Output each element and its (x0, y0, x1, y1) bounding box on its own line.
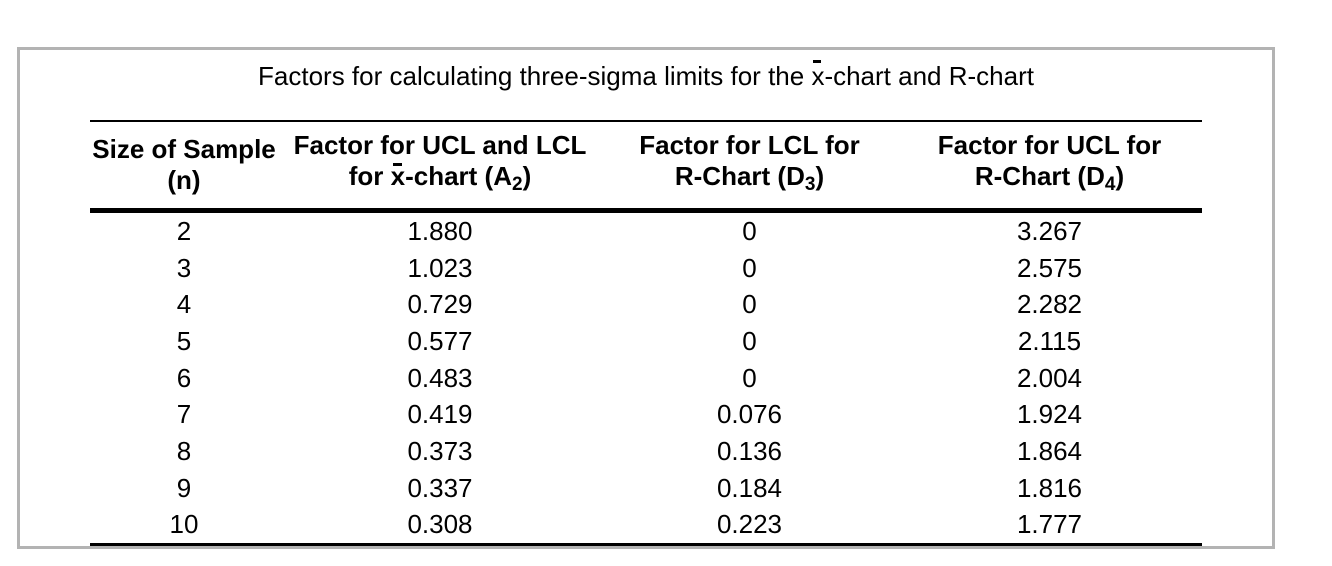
header-d4-line2: R-Chart (D4) (974, 161, 1125, 195)
table-row: 4 0.729 0 2.282 (90, 286, 1202, 323)
table-header: Size of Sample (n) Factor for UCL and LC… (90, 121, 1202, 213)
cell-d4-value: 1.777 (1016, 509, 1083, 540)
cell-sample-size: 10 (169, 509, 199, 540)
x-bar-letter: x (811, 61, 825, 91)
table-row: 6 0.483 0 2.004 (90, 360, 1202, 397)
table-row: 8 0.373 0.136 1.864 (90, 433, 1202, 470)
cell-d3-value: 0 (742, 289, 757, 320)
cell-d4-value: 1.864 (1016, 435, 1083, 466)
cell-a2-value: 0.337 (407, 472, 473, 503)
cell-a2-value: 0.373 (407, 435, 473, 466)
header-d4-factor: Factor for UCL for R-Chart (D4) (897, 121, 1202, 213)
figure-title: Factors for calculating three-sigma limi… (20, 58, 1272, 94)
cell-a2-value: 0.483 (407, 362, 473, 393)
cell-a2-value: 0.577 (407, 325, 473, 356)
control-chart-factors-table: Size of Sample (n) Factor for UCL and LC… (90, 120, 1202, 547)
cell-d3-value: 0.136 (716, 435, 783, 466)
subscript-4: 4 (1104, 174, 1116, 195)
cell-d4-value: 3.267 (1016, 215, 1083, 246)
cell-d3-value: 0 (742, 215, 757, 246)
x-bar-symbol: x (811, 58, 824, 94)
cell-d3-value: 0 (742, 252, 757, 283)
header-a2-line1: Factor for UCL and LCL (293, 130, 587, 160)
cell-d3-value: 0 (742, 362, 757, 393)
cell-d4-value: 2.575 (1016, 252, 1083, 283)
cell-a2-value: 1.023 (407, 252, 473, 283)
header-d3-line1: Factor for LCL for (639, 130, 860, 160)
header-sample-size-line1: Size of Sample (92, 134, 276, 164)
cell-sample-size: 3 (176, 252, 192, 283)
title-text-prefix: Factors for calculating three-sigma limi… (258, 61, 812, 91)
table-row: 7 0.419 0.076 1.924 (90, 396, 1202, 433)
cell-d4-value: 1.816 (1016, 472, 1083, 503)
cell-sample-size: 6 (176, 362, 192, 393)
table-row: 10 0.308 0.223 1.777 (90, 507, 1202, 545)
cell-d4-value: 2.004 (1016, 362, 1083, 393)
cell-a2-value: 0.419 (407, 399, 473, 430)
cell-a2-value: 0.308 (407, 509, 473, 540)
title-text-suffix: -chart and R-chart (824, 61, 1034, 91)
subscript-3: 3 (804, 174, 816, 195)
table-row: 2 1.880 0 3.267 (90, 211, 1202, 250)
subscript-2: 2 (512, 174, 523, 195)
cell-sample-size: 4 (176, 289, 192, 320)
header-row: Size of Sample (n) Factor for UCL and LC… (90, 121, 1202, 213)
header-d3-factor: Factor for LCL for R-Chart (D3) (602, 121, 897, 213)
table-row: 3 1.023 0 2.575 (90, 250, 1202, 287)
figure-frame: Factors for calculating three-sigma limi… (17, 47, 1275, 549)
cell-sample-size: 8 (176, 435, 192, 466)
header-sample-size: Size of Sample (n) (90, 121, 278, 213)
cell-d4-value: 2.282 (1016, 289, 1083, 320)
cell-sample-size: 2 (176, 215, 192, 246)
header-a2-factor: Factor for UCL and LCL for x-chart (A2) (278, 121, 602, 213)
cell-sample-size: 9 (176, 472, 192, 503)
table-row: 9 0.337 0.184 1.816 (90, 470, 1202, 507)
cell-sample-size: 7 (176, 399, 192, 430)
header-sample-size-line2: (n) (167, 165, 201, 195)
table-body: 2 1.880 0 3.267 3 1.023 0 2.575 4 0.729 … (90, 211, 1202, 545)
header-d3-line2: R-Chart (D3) (674, 161, 825, 195)
cell-d3-value: 0.223 (716, 509, 783, 540)
cell-d3-value: 0.184 (716, 472, 783, 503)
cell-d3-value: 0.076 (716, 399, 783, 430)
cell-d3-value: 0 (742, 325, 757, 356)
cell-d4-value: 2.115 (1017, 325, 1082, 356)
cell-sample-size: 5 (176, 325, 192, 356)
cell-a2-value: 0.729 (407, 289, 473, 320)
x-bar-symbol: x (390, 161, 406, 191)
table-row: 5 0.577 0 2.115 (90, 323, 1202, 360)
header-a2-line2: for x-chart (A2) (348, 161, 532, 195)
cell-a2-value: 1.880 (407, 215, 473, 246)
cell-d4-value: 1.924 (1016, 399, 1083, 430)
header-d4-line1: Factor for UCL for (937, 130, 1162, 160)
